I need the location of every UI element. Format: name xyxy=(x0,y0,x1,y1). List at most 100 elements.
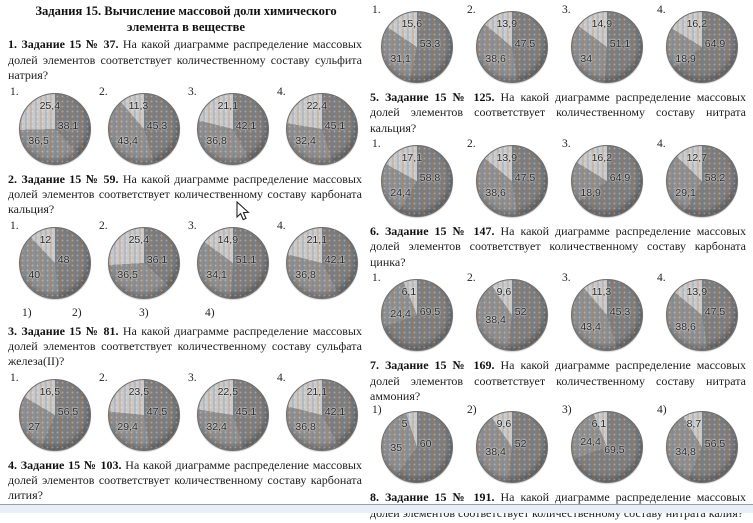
task-6-text: 6. Задание 15 № 147. На какой диаграмме … xyxy=(370,224,746,270)
pie-chart: 13,9 47,5 38,6 xyxy=(476,11,548,83)
pie-chart: 14,9 51,1 34 xyxy=(571,11,643,83)
pie-option-cell: 2. 23,5 47,5 29,4 xyxy=(97,372,186,456)
chart-option-label: 4. xyxy=(657,4,666,16)
chart-option-label: 4) xyxy=(657,404,667,417)
task-4-chart-row: 1. 15,6 53,3 31,1 2. 13,9 47,5 38,6 3. 1… xyxy=(370,4,748,88)
pie-value-top: 9,6 xyxy=(496,286,512,299)
task-4-text: 4. Задание 15 № 103. На какой диаграмме … xyxy=(8,458,362,504)
pie-value-left: 40 xyxy=(28,268,41,281)
pie-value-top: 21,1 xyxy=(217,99,239,112)
pie-value-right: 38,1 xyxy=(57,119,79,132)
task-3-number: 3. Задание 15 № 81. xyxy=(8,323,119,338)
page-bottom-edge xyxy=(0,504,753,513)
pie-value-top: 14,9 xyxy=(591,18,613,30)
chart-option-label: 1. xyxy=(10,85,19,98)
pie-option-cell: 1. 6,1 69,5 24,4 xyxy=(370,272,465,356)
task-6-number: 6. Задание 15 № 147. xyxy=(370,224,495,239)
answer-option-label: 4) xyxy=(205,306,215,319)
chart-option-label: 3) xyxy=(562,404,572,417)
pie-option-cell: 1. 25,4 38,1 36,5 xyxy=(8,86,97,170)
pie-chart: 6,1 69,5 24,4 xyxy=(571,411,643,484)
pie-value-right: 58,2 xyxy=(704,172,726,185)
pie-value-left: 38,4 xyxy=(485,446,506,459)
pie-chart: 22,4 45,1 32,4 xyxy=(286,92,358,165)
task-7-text: 7. Задание 15 № 169. На какой диаграмме … xyxy=(370,358,746,404)
chart-option-label: 4. xyxy=(277,371,286,384)
pie-value-right: 51,1 xyxy=(235,253,257,266)
pie-value-top: 6,1 xyxy=(591,418,607,431)
pie-chart: 16,2 64,9 18,9 xyxy=(571,145,643,218)
pie-value-top: 14,9 xyxy=(217,233,239,246)
pie-chart: 15,6 53,3 31,1 xyxy=(381,11,453,83)
pie-value-left: 29,1 xyxy=(675,187,696,200)
pie-value-right: 69,5 xyxy=(419,306,441,319)
chart-option-label: 3. xyxy=(188,85,197,98)
task-2-text: 2. Задание 15 № 59. На какой диаграмме р… xyxy=(8,172,362,218)
pie-value-right: 45,1 xyxy=(324,119,346,132)
pie-chart: 25,4 36,1 36,5 xyxy=(108,226,180,299)
chart-option-label: 1. xyxy=(372,272,381,285)
chart-option-label: 2. xyxy=(467,4,476,16)
pie-chart: 13,9 47,5 38,6 xyxy=(476,145,548,218)
pie-chart: 21,1 42,1 36,8 xyxy=(197,92,269,165)
pie-chart: 16,2 64,9 18,9 xyxy=(666,11,738,83)
pie-option-cell: 2) 9,6 52 38,4 xyxy=(465,404,560,488)
task-1-chart-row: 1. 25,4 38,1 36,5 2. 11,3 45,3 43,4 3. 2… xyxy=(8,86,364,170)
pie-option-cell: 3. 11,3 45,3 43,4 xyxy=(560,272,655,356)
answer-options-row: 1) 2) 3) 4) xyxy=(8,307,364,322)
chart-option-label: 4. xyxy=(277,219,286,232)
pie-value-left: 36,5 xyxy=(117,268,138,281)
task-1-number: 1. Задание 15 № 37. xyxy=(8,37,119,52)
pie-value-left: 34 xyxy=(580,53,593,65)
pie-value-top: 25,4 xyxy=(128,233,150,246)
chart-option-label: 1. xyxy=(372,4,381,16)
pie-chart: 11,3 45,3 43,4 xyxy=(571,279,643,352)
chart-option-label: 4. xyxy=(277,85,286,98)
pie-value-right: 69,5 xyxy=(604,444,625,457)
chart-option-label: 4. xyxy=(657,272,666,285)
pie-option-cell: 1. 17,1 58,8 24,4 xyxy=(370,138,465,222)
task-6-chart-row: 1. 6,1 69,5 24,4 2. 9,6 52 38,4 3. 11,3 … xyxy=(370,272,748,356)
pie-option-cell: 1) 5 60 35 xyxy=(370,404,465,488)
pie-value-left: 24,4 xyxy=(390,308,411,321)
task-2-chart-row: 1. 12 48 40 2. 25,4 36,1 36,5 3. 14,9 51… xyxy=(8,220,364,304)
chart-option-label: 1. xyxy=(10,371,19,384)
task-5-chart-row: 1. 17,1 58,8 24,4 2. 13,9 47,5 38,6 3. 1… xyxy=(370,138,748,222)
pie-value-right: 53,3 xyxy=(419,38,441,50)
pie-chart: 23,5 47,5 29,4 xyxy=(108,378,180,451)
pie-chart: 14,9 51,1 34,1 xyxy=(197,226,269,299)
pie-option-cell: 4. 21,1 42,1 36,8 xyxy=(275,220,364,304)
pie-option-cell: 2. 13,9 47,5 38,6 xyxy=(465,4,560,88)
task-5-question: На какой диаграмме распределение массовы… xyxy=(370,90,746,135)
pie-value-right: 56,5 xyxy=(704,438,726,451)
pie-value-left: 27 xyxy=(28,420,41,433)
pie-value-left: 18,9 xyxy=(580,187,601,200)
pie-option-cell: 1. 15,6 53,3 31,1 xyxy=(370,4,465,88)
task-7-number: 7. Задание 15 № 169. xyxy=(370,358,495,373)
pie-value-left: 18,9 xyxy=(675,53,696,65)
pie-value-right: 52 xyxy=(514,438,527,451)
pie-value-top: 22,4 xyxy=(306,99,328,112)
pie-value-right: 56,5 xyxy=(57,405,79,418)
pie-value-right: 42,1 xyxy=(324,253,346,266)
pie-value-right: 42,1 xyxy=(324,405,346,418)
pie-value-top: 16,5 xyxy=(39,385,61,398)
pie-value-right: 47,5 xyxy=(514,172,536,185)
pie-option-cell: 3. 16,2 64,9 18,9 xyxy=(560,138,655,222)
pie-value-left: 38,6 xyxy=(485,187,506,200)
pie-option-cell: 3) 6,1 69,5 24,4 xyxy=(560,404,655,488)
chart-option-label: 2. xyxy=(99,85,108,98)
pie-chart: 5 60 35 xyxy=(381,411,453,484)
pie-chart: 25,4 38,1 36,5 xyxy=(19,92,91,165)
pie-value-left: 24,4 xyxy=(580,436,601,449)
pie-value-left: 36,8 xyxy=(295,420,316,433)
pie-value-left: 38,6 xyxy=(485,53,506,65)
pie-value-left: 32,4 xyxy=(206,420,227,433)
pie-value-left: 43,4 xyxy=(117,134,138,147)
chart-option-label: 3. xyxy=(188,371,197,384)
task-2-number: 2. Задание 15 № 59. xyxy=(8,171,119,186)
pie-value-right: 47,5 xyxy=(704,306,726,319)
task-7-chart-row: 1) 5 60 35 2) 9,6 52 38,4 3) 6,1 69,5 24… xyxy=(370,404,748,488)
pie-value-top: 5 xyxy=(401,418,408,431)
pie-chart: 13,9 47,5 38,6 xyxy=(666,279,738,352)
